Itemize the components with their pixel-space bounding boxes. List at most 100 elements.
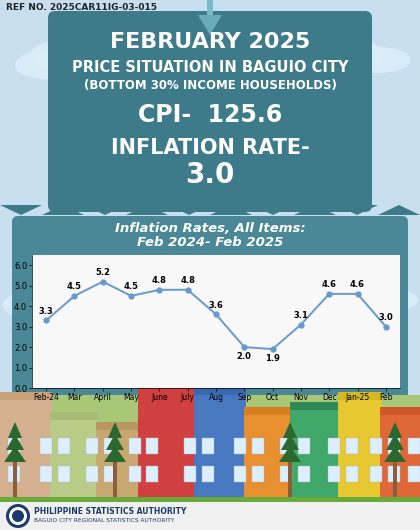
Polygon shape: [84, 205, 126, 215]
Bar: [58, 466, 70, 482]
Bar: [393, 460, 397, 502]
Polygon shape: [386, 434, 404, 450]
Bar: [13, 460, 17, 502]
Polygon shape: [281, 434, 299, 450]
Bar: [370, 466, 382, 482]
Ellipse shape: [307, 292, 362, 318]
Bar: [86, 466, 98, 482]
Text: 5.2: 5.2: [95, 268, 110, 277]
Ellipse shape: [305, 39, 385, 71]
Text: 3.3: 3.3: [39, 307, 53, 316]
Bar: [113, 460, 117, 502]
Polygon shape: [168, 205, 210, 215]
Bar: [346, 438, 358, 454]
Bar: [96, 422, 141, 430]
Polygon shape: [294, 205, 336, 215]
Ellipse shape: [346, 47, 410, 73]
Text: 4.5: 4.5: [67, 282, 82, 292]
Bar: [129, 438, 141, 454]
Bar: [146, 466, 158, 482]
Polygon shape: [198, 15, 222, 35]
Text: 3.0: 3.0: [378, 313, 393, 322]
Bar: [138, 372, 196, 380]
Bar: [0, 497, 420, 530]
Ellipse shape: [15, 51, 75, 79]
Polygon shape: [210, 205, 252, 215]
Text: BAGUIO CITY REGIONAL STATISTICS AUTHORITY: BAGUIO CITY REGIONAL STATISTICS AUTHORIT…: [34, 518, 174, 524]
Bar: [129, 466, 141, 482]
Text: 4.6: 4.6: [350, 280, 365, 289]
Bar: [40, 466, 52, 482]
FancyBboxPatch shape: [12, 216, 408, 401]
Polygon shape: [378, 205, 420, 215]
Ellipse shape: [73, 47, 137, 73]
Bar: [280, 438, 292, 454]
Polygon shape: [336, 205, 378, 215]
Text: Feb 2024- Feb 2025: Feb 2024- Feb 2025: [137, 236, 283, 250]
Circle shape: [12, 510, 24, 522]
Bar: [388, 466, 400, 482]
Bar: [298, 466, 310, 482]
Bar: [252, 438, 264, 454]
Ellipse shape: [18, 280, 92, 310]
Ellipse shape: [290, 51, 350, 79]
Text: 3.0: 3.0: [185, 161, 235, 189]
Polygon shape: [384, 446, 406, 462]
Bar: [104, 438, 116, 454]
Bar: [234, 466, 246, 482]
Text: 1.9: 1.9: [265, 354, 280, 363]
Bar: [138, 372, 196, 502]
Bar: [146, 438, 158, 454]
Circle shape: [6, 504, 30, 528]
Bar: [58, 438, 70, 454]
Bar: [194, 387, 246, 395]
Bar: [104, 466, 116, 482]
Text: 3.1: 3.1: [294, 311, 308, 320]
Bar: [50, 412, 98, 502]
Ellipse shape: [3, 292, 58, 318]
Bar: [0, 392, 52, 502]
Bar: [40, 438, 52, 454]
Bar: [290, 402, 340, 502]
Polygon shape: [108, 422, 122, 438]
Bar: [86, 438, 98, 454]
Bar: [252, 466, 264, 482]
Bar: [8, 438, 20, 454]
Text: 4.5: 4.5: [123, 282, 139, 292]
Text: 3.6: 3.6: [209, 301, 223, 310]
FancyBboxPatch shape: [48, 11, 372, 212]
Polygon shape: [106, 434, 124, 450]
Polygon shape: [279, 446, 301, 462]
Polygon shape: [42, 205, 84, 215]
Text: 4.8: 4.8: [152, 276, 167, 285]
Bar: [338, 392, 382, 400]
Bar: [184, 438, 196, 454]
Bar: [96, 422, 141, 502]
Bar: [244, 407, 292, 502]
Bar: [408, 466, 420, 482]
Polygon shape: [4, 446, 26, 462]
Polygon shape: [6, 434, 24, 450]
Text: Inflation Rates, All Items:: Inflation Rates, All Items:: [115, 222, 305, 234]
Bar: [380, 407, 420, 415]
Bar: [388, 438, 400, 454]
Bar: [370, 438, 382, 454]
Text: PHILIPPINE STATISTICS AUTHORITY: PHILIPPINE STATISTICS AUTHORITY: [34, 507, 186, 516]
Bar: [184, 466, 196, 482]
Ellipse shape: [323, 280, 397, 310]
Bar: [290, 402, 340, 410]
Bar: [328, 466, 340, 482]
Polygon shape: [104, 446, 126, 462]
Text: (BOTTOM 30% INCOME HOUSEHOLDS): (BOTTOM 30% INCOME HOUSEHOLDS): [84, 80, 336, 93]
Bar: [202, 466, 214, 482]
Text: CPI-  125.6: CPI- 125.6: [138, 103, 282, 127]
Bar: [298, 438, 310, 454]
Ellipse shape: [358, 288, 418, 312]
Ellipse shape: [55, 288, 115, 312]
Text: INFLATION RATE-: INFLATION RATE-: [110, 138, 310, 158]
Bar: [8, 466, 20, 482]
Bar: [380, 407, 420, 502]
Ellipse shape: [30, 39, 110, 71]
Bar: [328, 438, 340, 454]
Bar: [408, 438, 420, 454]
